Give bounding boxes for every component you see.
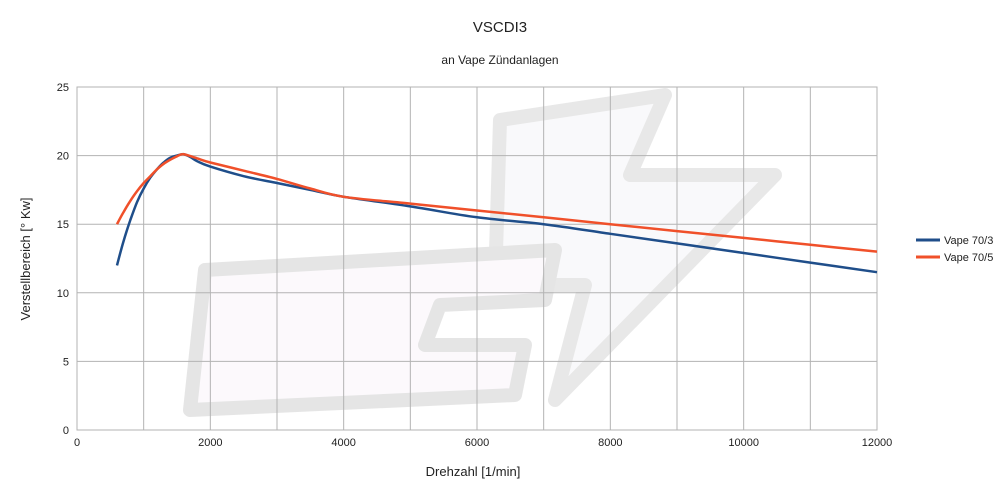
x-tick-label: 4000 [331,437,355,449]
y-axis-title: Verstellbereich [° Kw] [18,198,33,321]
y-tick-label: 15 [57,219,69,231]
legend-label-vape-70-3: Vape 70/3 [944,235,993,247]
x-tick-label: 0 [74,437,80,449]
legend-label-vape-70-5: Vape 70/5 [944,252,993,264]
y-tick-label: 10 [57,288,69,300]
x-tick-label: 12000 [862,437,893,449]
series-line-vape-70-5 [115,152,878,253]
y-tick-label: 20 [57,151,69,163]
watermark-letters [183,243,562,417]
x-tick-label: 10000 [728,437,759,449]
x-tick-labels: 0 2000 4000 6000 8000 10000 12000 [74,437,892,449]
x-axis-title: Drehzahl [1/min] [426,464,521,479]
plot-frame [76,86,878,431]
watermark-logo [183,88,782,417]
x-tick-label: 8000 [598,437,622,449]
watermark-bolt [488,88,782,407]
legend: Vape 70/3 Vape 70/5 [916,235,993,264]
chart-title: VSCDI3 [473,19,527,36]
y-tick-label: 0 [63,425,69,437]
series-line-vape-70-3 [115,152,878,274]
y-tick-label: 25 [57,82,69,94]
x-tick-label: 6000 [465,437,489,449]
grid [77,87,877,430]
y-tick-labels: 0 5 10 15 20 25 [57,82,69,437]
chart-subtitle: an Vape Zündanlagen [441,53,558,67]
series-layer [115,152,878,274]
y-tick-label: 5 [63,356,69,368]
x-tick-label: 2000 [198,437,222,449]
